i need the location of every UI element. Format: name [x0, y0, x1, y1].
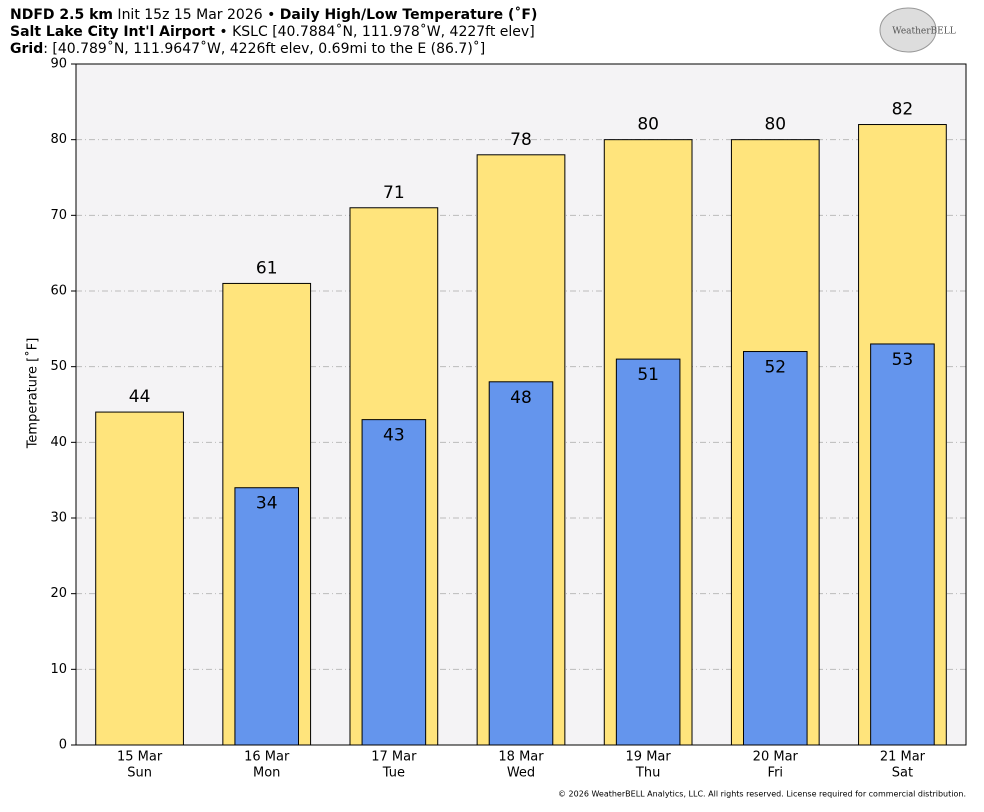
x-tick-sublabel: Thu	[635, 766, 660, 781]
bar	[615, 358, 681, 746]
y-tick-label: 70	[50, 208, 67, 223]
data-label: 34	[256, 494, 278, 514]
y-tick-label: 40	[50, 435, 67, 450]
plot-frame	[75, 63, 967, 746]
y-tick-label: 30	[50, 511, 67, 526]
bar	[743, 351, 808, 746]
x-tick-sublabel: Fri	[768, 766, 784, 781]
x-tick-sublabel: Sat	[892, 766, 913, 781]
data-label: 52	[764, 358, 786, 378]
title-part: Init 15z 15 Mar 2026 •	[113, 7, 280, 23]
x-tick-sublabel: Sun	[127, 766, 152, 781]
x-tick-sublabel: Mon	[253, 766, 280, 781]
x-tick-label: 18 Mar	[498, 750, 544, 765]
y-tick-label: 60	[50, 284, 67, 299]
data-label: 80	[637, 115, 659, 135]
data-label: 78	[510, 130, 532, 150]
data-label: 53	[892, 350, 914, 370]
bar	[234, 487, 300, 746]
x-tick-label: 19 Mar	[626, 750, 672, 765]
x-tick-sublabel: Tue	[382, 766, 405, 781]
logo: WeatherBELL	[879, 7, 956, 53]
y-tick-label: 50	[50, 359, 67, 374]
title-line: Grid: [40.789˚N, 111.9647˚W, 4226ft elev…	[10, 40, 485, 57]
bar	[870, 343, 935, 746]
bar	[488, 381, 554, 746]
data-label: 80	[764, 115, 786, 135]
bar	[95, 411, 184, 746]
x-tick-sublabel: Wed	[507, 766, 535, 781]
title-part: NDFD 2.5 km	[10, 7, 113, 23]
title-part: • KSLC [40.7884˚N, 111.978˚W, 4227ft ele…	[215, 23, 535, 40]
bar	[361, 419, 427, 746]
y-axis-label: Temperature [˚F]	[25, 338, 41, 450]
data-label: 61	[256, 258, 278, 278]
y-tick-label: 90	[50, 57, 67, 72]
x-tick-label: 15 Mar	[117, 750, 163, 765]
x-tick-label: 21 Mar	[880, 750, 926, 765]
data-label: 44	[129, 387, 151, 407]
y-tick-label: 80	[50, 132, 67, 147]
logo-text: WeatherBELL	[892, 27, 955, 37]
data-label: 82	[892, 100, 914, 120]
title-part: Daily High/Low Temperature (˚F)	[280, 6, 538, 23]
title-part: Salt Lake City Int'l Airport	[10, 24, 215, 40]
y-tick-label: 20	[50, 586, 67, 601]
data-label: 43	[383, 426, 405, 446]
copyright: © 2026 WeatherBELL Analytics, LLC. All r…	[558, 790, 966, 799]
title-line: NDFD 2.5 km Init 15z 15 Mar 2026 • Daily…	[10, 6, 537, 23]
y-tick-label: 0	[59, 738, 67, 753]
title-part: : [40.789˚N, 111.9647˚W, 4226ft elev, 0.…	[43, 40, 485, 57]
data-label: 51	[637, 365, 659, 385]
y-tick-label: 10	[50, 662, 67, 677]
x-tick-label: 16 Mar	[244, 750, 290, 765]
x-tick-label: 20 Mar	[753, 750, 799, 765]
title-part: Grid	[10, 41, 43, 57]
data-label: 48	[510, 388, 532, 408]
data-label: 71	[383, 183, 405, 203]
title-line: Salt Lake City Int'l Airport • KSLC [40.…	[10, 23, 535, 40]
x-tick-label: 17 Mar	[371, 750, 417, 765]
